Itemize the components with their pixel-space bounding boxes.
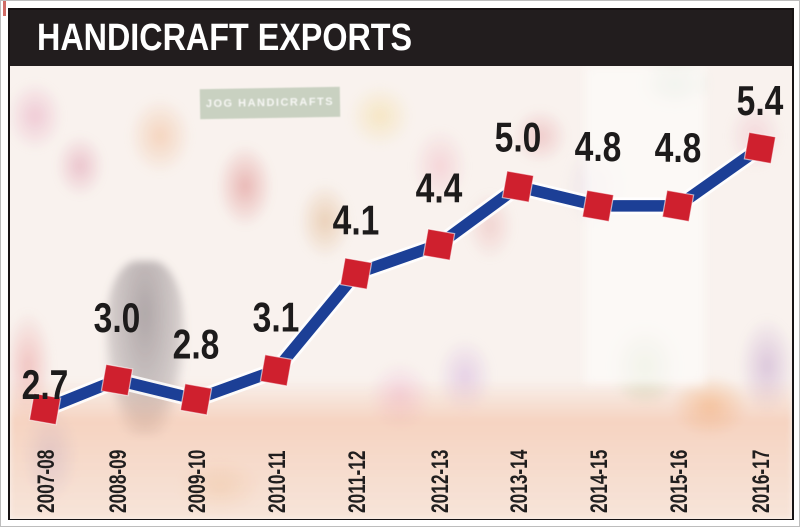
title-bar: HANDICRAFT EXPORTS [10,10,792,66]
data-point-label: 2.8 [173,322,220,368]
data-point-label: 2.7 [22,363,69,409]
data-point-marker [179,382,213,416]
background-photo-door [585,66,705,386]
background-photo-table [10,379,792,519]
x-axis-label: 2012-13 [427,450,453,513]
data-point-label: 4.1 [333,198,380,244]
x-axis-label: 2011-12 [344,451,370,513]
data-point-label: 4.8 [575,124,622,170]
x-axis-label: 2009-10 [184,450,210,513]
line-casing [36,139,769,418]
x-axis-label: 2010-11 [264,450,290,513]
data-point-marker [501,170,535,203]
data-point-marker [743,131,777,165]
data-point-marker [581,189,615,223]
data-point-label: 4.8 [655,125,702,171]
x-axis-label: 2008-09 [105,450,131,513]
data-point-label: 3.0 [94,296,141,342]
chart-area: JOG HANDICRAFTS 2.7 2007-08 3.0 2008-09 2.8 2… [10,66,792,519]
background-photo-person [105,261,185,436]
data-point-marker [28,392,62,426]
corner-red-mark [3,1,6,16]
data-point-marker [422,228,456,261]
chart-panel: HANDICRAFT EXPORTS JOG HANDICRAFTS 2.7 20… [8,8,794,520]
data-point-marker [100,363,134,397]
data-point-marker [339,257,373,290]
page-title: HANDICRAFT EXPORTS [37,16,413,59]
line-series [42,143,764,415]
x-axis-label: 2015-16 [666,450,692,513]
x-axis-label: 2016-17 [748,450,774,513]
data-point-marker [259,353,293,387]
data-point-label: 4.4 [416,166,463,212]
data-point-label: 5.0 [495,115,542,161]
data-point-label: 5.4 [737,78,784,124]
x-axis-label: 2013-14 [506,449,532,513]
x-axis-label: 2007-08 [33,450,59,513]
x-axis-label: 2014-15 [586,449,612,513]
data-point-marker [661,189,695,223]
background-photo-wash [10,66,792,519]
chart-svg: 2.7 2007-08 3.0 2008-09 2.8 2009-10 3.1 2010-11… [22,78,784,513]
data-point-label: 3.1 [253,295,300,341]
